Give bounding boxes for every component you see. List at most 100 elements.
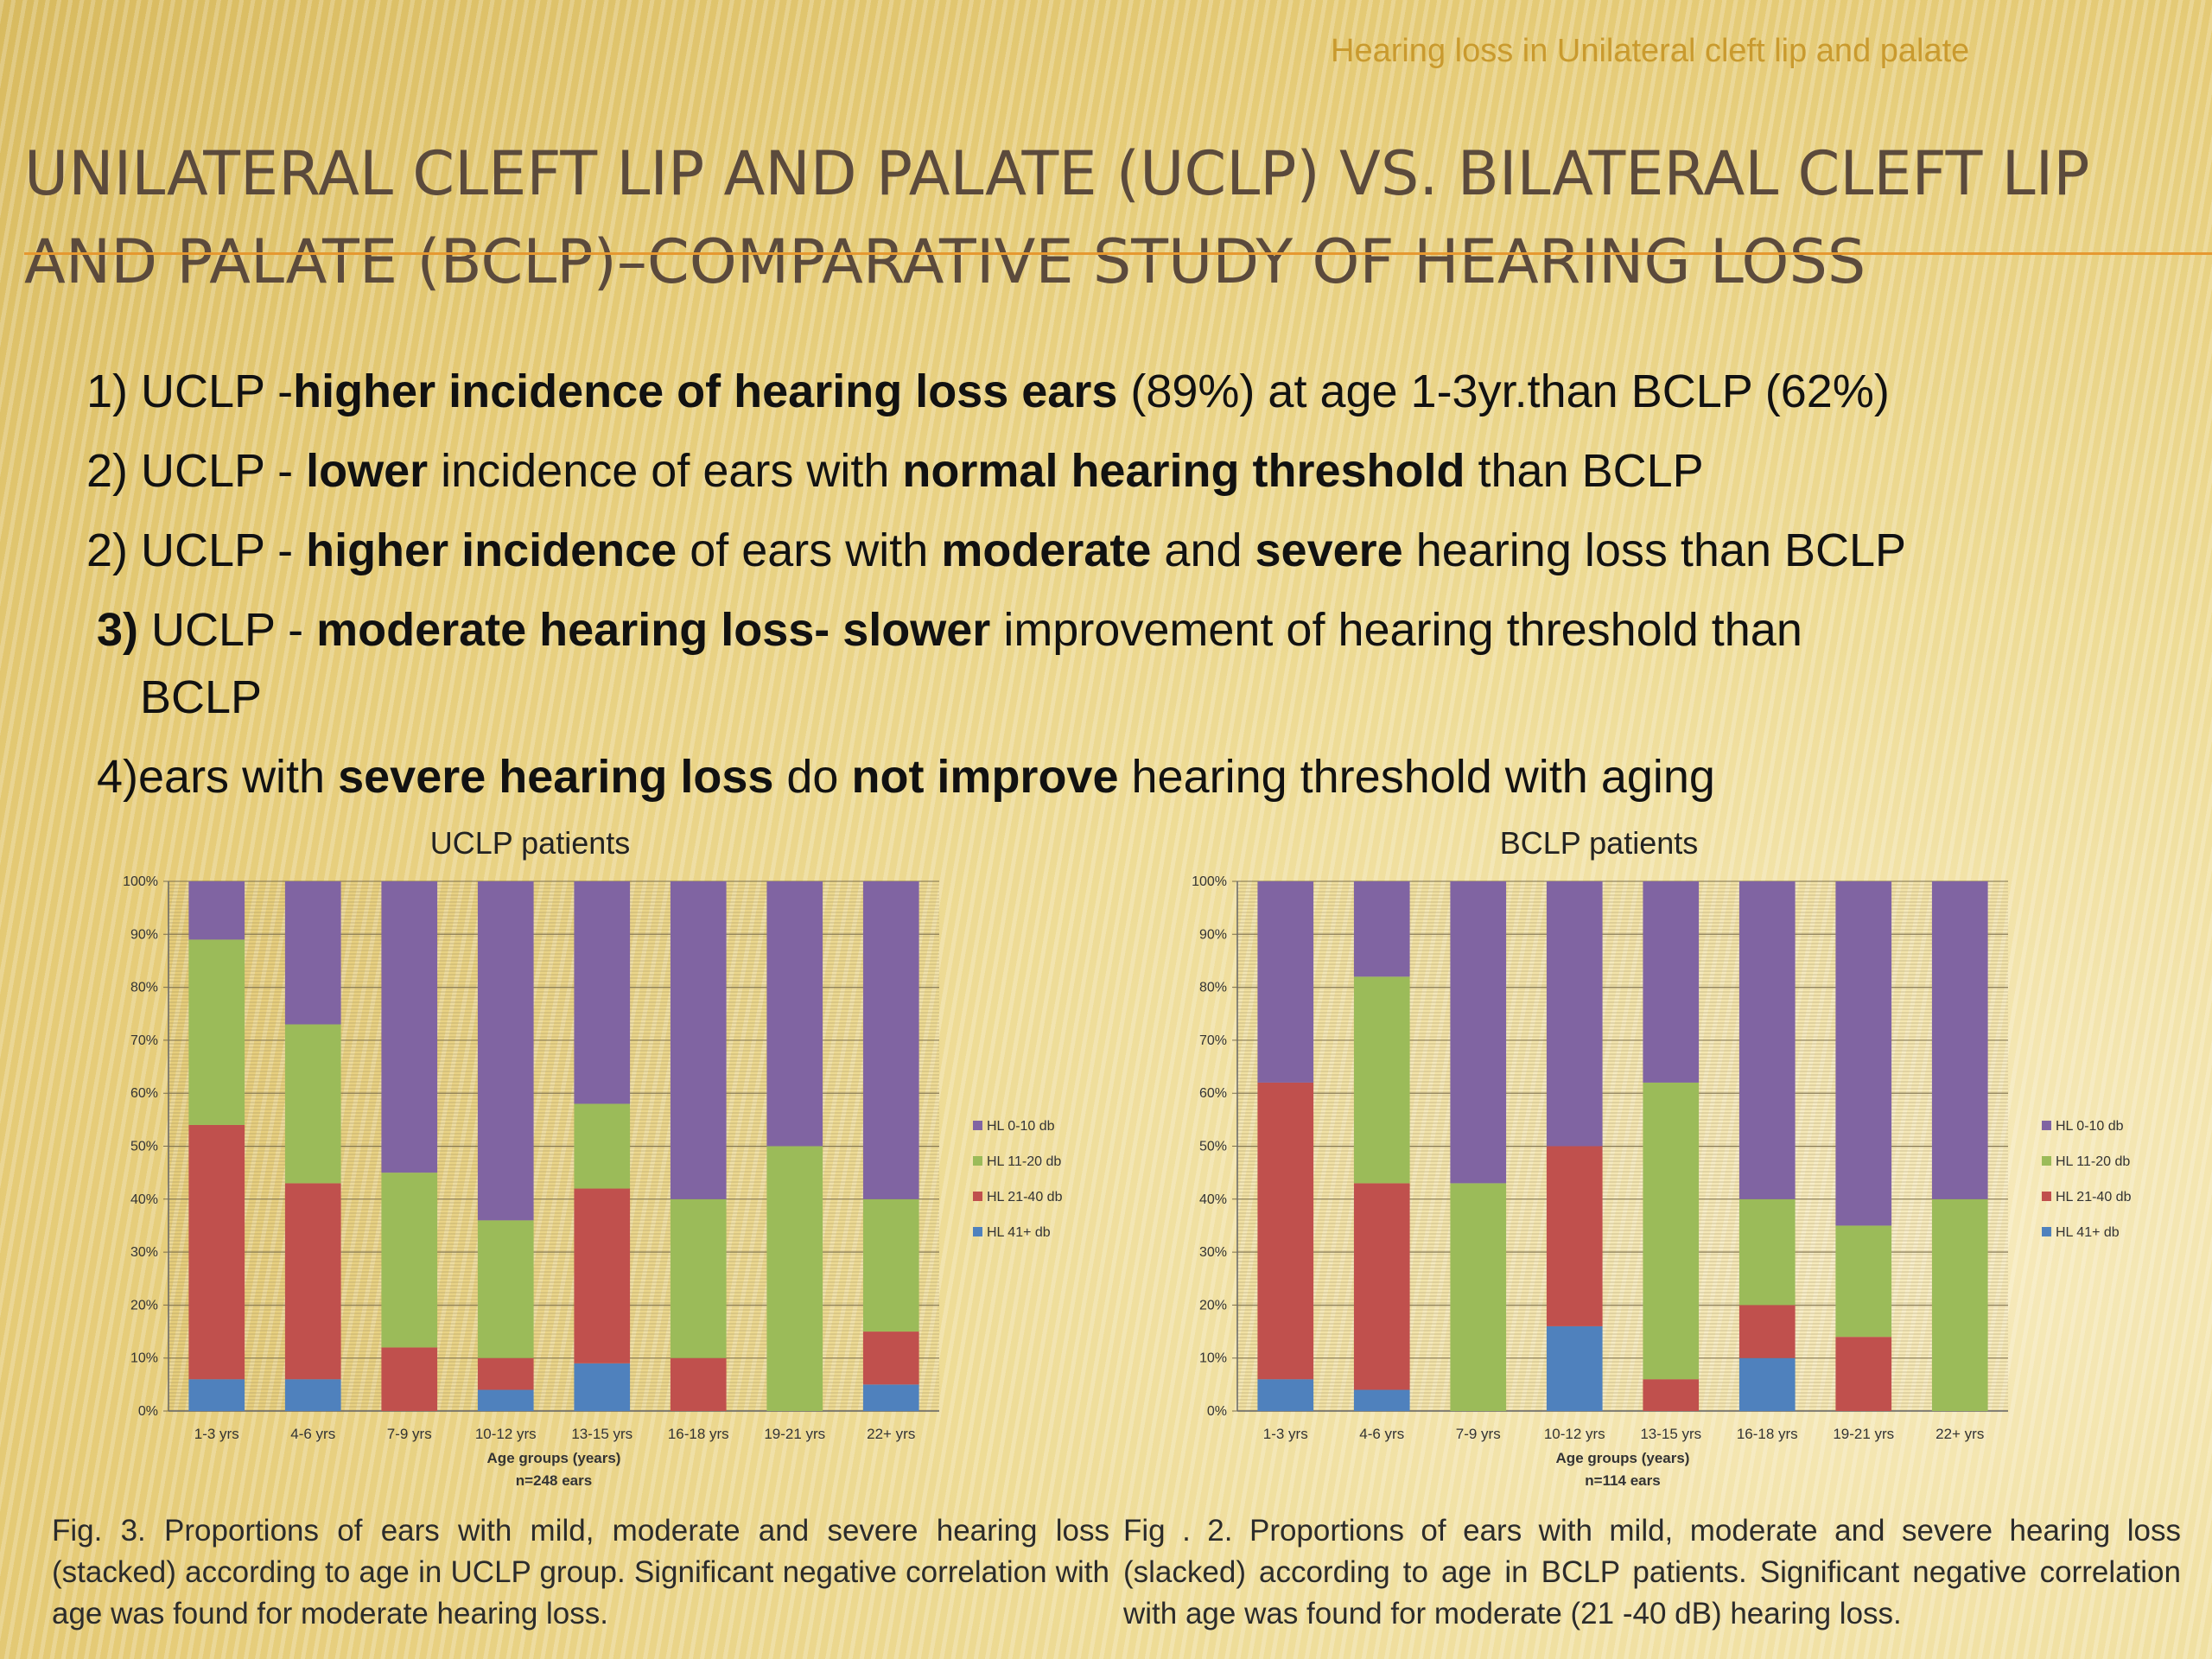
x-tick-label: 4-6 yrs — [1359, 1426, 1404, 1442]
bullet-2-part: incidence of ears with — [428, 445, 903, 497]
y-tick-label: 30% — [1199, 1245, 1227, 1260]
bar-segment-hl-41-db — [1257, 1379, 1314, 1411]
bullet-5-bold: not improve — [851, 751, 1119, 803]
bullet-2-part: than BCLP — [1465, 445, 1704, 497]
bar-segment-hl-0-10-db — [188, 881, 245, 940]
legend-label-hl-11-20-db: HL 11-20 db — [987, 1154, 1061, 1169]
x-tick-label: 22+ yrs — [1936, 1426, 1984, 1442]
bar-segment-hl-21-40-db — [1643, 1379, 1700, 1411]
y-tick-label: 0% — [1207, 1404, 1227, 1419]
chart-title: BCLP patients — [1500, 825, 1698, 861]
bar-segment-hl-0-10-db — [1450, 881, 1507, 1184]
bar-segment-hl-11-20-db — [1738, 1198, 1796, 1306]
bar-segment-hl-0-10-db — [862, 881, 919, 1199]
bar-segment-hl-0-10-db — [1643, 881, 1700, 1083]
x-tick-label: 1-3 yrs — [1263, 1426, 1308, 1442]
bullet-5-part: do — [773, 751, 852, 803]
bullet-3-bold: moderate — [941, 524, 1152, 576]
bclp-figure-caption: Fig . 2. Proportions of ears with mild, … — [1123, 1514, 2181, 1630]
bullet-3-part: of ears with — [677, 524, 942, 576]
bar-segment-hl-11-20-db — [862, 1198, 919, 1332]
bullet-3-part: 2) UCLP - — [86, 524, 307, 576]
x-tick-label: 13-15 yrs — [1640, 1426, 1701, 1442]
y-tick-label: 30% — [130, 1245, 158, 1260]
bar-segment-hl-0-10-db — [1353, 881, 1410, 977]
y-tick-label: 60% — [130, 1086, 158, 1101]
bullet-2: 2) UCLP - lower incidence of ears with n… — [86, 444, 1704, 498]
bar-segment-hl-11-20-db — [766, 1146, 823, 1411]
x-tick-label: 13-15 yrs — [571, 1426, 632, 1442]
x-tick-label: 19-21 yrs — [1833, 1426, 1894, 1442]
bullet-3-bold: severe — [1255, 524, 1403, 576]
bclp-chart-svg: BCLP patients 0% 10% 20% 30% 40% 50% 60% 70% 80% 9… — [1192, 825, 2131, 1489]
bullet-4-part: UCLP - — [138, 604, 317, 656]
sample-size-note: n=114 ears — [1585, 1472, 1660, 1489]
legend-swatch-hl-21-40-db — [973, 1192, 982, 1201]
bar-segment-hl-21-40-db — [188, 1124, 245, 1380]
legend-swatch-hl-11-20-db — [973, 1156, 982, 1166]
x-tick-label: 22+ yrs — [867, 1426, 915, 1442]
bar-segment-hl-21-40-db — [1738, 1305, 1796, 1358]
bar-segment-hl-41-db — [477, 1389, 534, 1411]
bar-segment-hl-41-db — [284, 1379, 341, 1411]
y-tick-label: 70% — [130, 1033, 158, 1048]
x-tick-label: 7-9 yrs — [387, 1426, 432, 1442]
legend-swatch-hl-41-db — [973, 1227, 982, 1236]
y-tick-label: 40% — [130, 1192, 158, 1207]
x-tick-label: 10-12 yrs — [1544, 1426, 1605, 1442]
y-tick-label: 20% — [130, 1298, 158, 1313]
x-axis-title: Age groups (years) — [487, 1450, 621, 1466]
bar-segment-hl-11-20-db — [1353, 976, 1410, 1184]
legend-label-hl-0-10-db: HL 0-10 db — [987, 1119, 1055, 1134]
bar-segment-hl-0-10-db — [670, 881, 727, 1199]
bar-segment-hl-11-20-db — [1835, 1225, 1892, 1338]
bullet-5-part: hearing threshold with aging — [1118, 751, 1715, 803]
y-tick-label: 100% — [1192, 874, 1227, 889]
legend-swatch-hl-0-10-db — [973, 1121, 982, 1130]
y-tick-label: 50% — [130, 1140, 158, 1154]
bar-segment-hl-0-10-db — [1257, 881, 1314, 1083]
legend-label-hl-41-db: HL 41+ db — [987, 1225, 1051, 1240]
bullet-5-part: 4)ears with — [97, 751, 339, 803]
bullet-1-part: (89%) at age 1-3yr.than BCLP (62%) — [1117, 365, 1890, 417]
bullet-1-part: 1) UCLP - — [86, 365, 294, 417]
bar-segment-hl-11-20-db — [1931, 1198, 1988, 1411]
bullet-2-bold: normal hearing threshold — [902, 445, 1465, 497]
bar-segment-hl-21-40-db — [1353, 1183, 1410, 1390]
bar-segment-hl-21-40-db — [1546, 1146, 1603, 1326]
bar-segment-hl-21-40-db — [381, 1347, 438, 1411]
bar-segment-hl-41-db — [1353, 1389, 1410, 1411]
bar-segment-hl-0-10-db — [1738, 881, 1796, 1199]
bullet-3-bold: higher incidence — [306, 524, 677, 576]
chart-title: UCLP patients — [430, 825, 630, 861]
y-tick-label: 80% — [1199, 981, 1227, 995]
bar-segment-hl-0-10-db — [477, 881, 534, 1221]
bar-segment-hl-0-10-db — [766, 881, 823, 1147]
x-tick-label: 16-18 yrs — [668, 1426, 729, 1442]
uclp-chart: UCLP patients 0% 10% 20% 30% 40% 50% 60% 70% 80% 9… — [43, 819, 1132, 1510]
bar-segment-hl-21-40-db — [284, 1183, 341, 1380]
title-rule — [24, 252, 2212, 255]
bullet-5-bold: severe hearing loss — [338, 751, 774, 803]
legend-swatch-hl-11-20-db — [2042, 1156, 2051, 1166]
bar-segment-hl-11-20-db — [477, 1220, 534, 1358]
bar-segment-hl-21-40-db — [1257, 1082, 1314, 1380]
y-tick-label: 90% — [130, 927, 158, 942]
uclp-chart-svg: UCLP patients 0% 10% 20% 30% 40% 50% 60% 70% 80% 9… — [123, 825, 1062, 1489]
y-tick-label: 50% — [1199, 1140, 1227, 1154]
bar-segment-hl-11-20-db — [574, 1103, 631, 1189]
x-tick-label: 19-21 yrs — [764, 1426, 825, 1442]
bar-segment-hl-21-40-db — [477, 1357, 534, 1390]
bar-segment-hl-0-10-db — [1546, 881, 1603, 1147]
bar-segment-hl-11-20-db — [1450, 1183, 1507, 1411]
bar-segment-hl-0-10-db — [1835, 881, 1892, 1226]
bullet-2-bold: lower — [306, 445, 429, 497]
bullet-4-bold: moderate hearing loss- slower — [316, 604, 991, 656]
x-tick-label: 10-12 yrs — [475, 1426, 537, 1442]
x-tick-label: 16-18 yrs — [1737, 1426, 1798, 1442]
bar-segment-hl-21-40-db — [574, 1188, 631, 1363]
bar-segment-hl-0-10-db — [574, 881, 631, 1104]
y-tick-label: 60% — [1199, 1086, 1227, 1101]
sample-size-note: n=248 ears — [516, 1472, 592, 1489]
bar-segment-hl-0-10-db — [1931, 881, 1988, 1199]
